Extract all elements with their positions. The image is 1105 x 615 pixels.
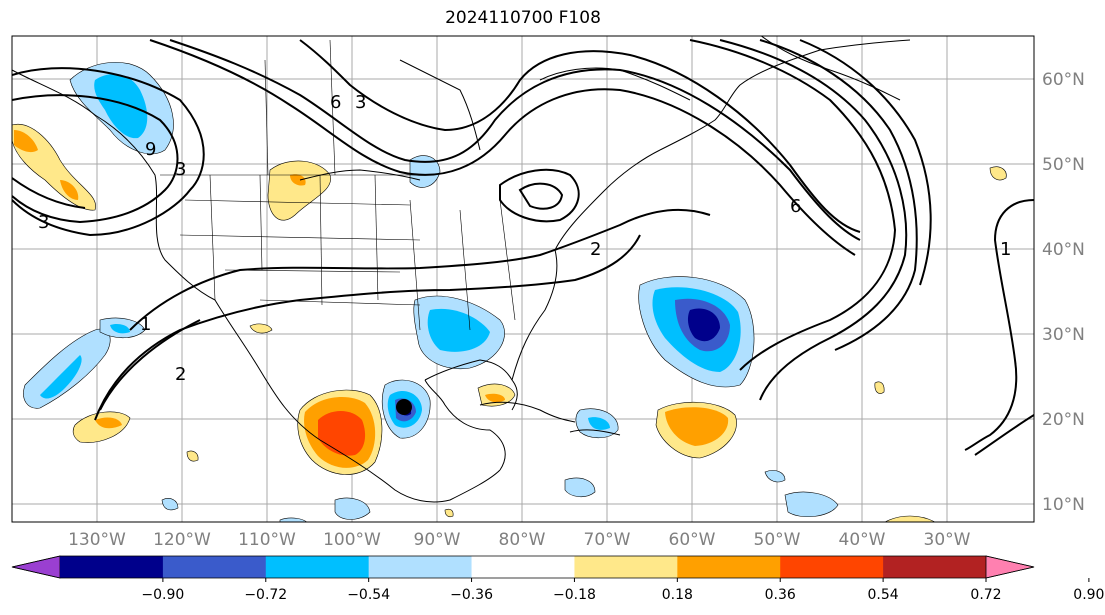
contour-label: 3	[355, 92, 366, 113]
latitude-tick-label: 20°N	[1042, 410, 1085, 430]
colorbar-outline	[11, 555, 1035, 579]
state-borders	[160, 39, 516, 331]
longitude-axis: 130°W 120°W 110°W 100°W 90°W 80°W 70°W 60°W 50°W…	[68, 530, 971, 550]
anomaly-rockies-positive	[267, 160, 331, 221]
colorbar-tick-label: −0.72	[244, 587, 287, 603]
longitude-tick-label: 120°W	[153, 530, 211, 550]
colorbar-tick-label: 0.90	[1073, 587, 1104, 603]
plot-frame	[11, 35, 1035, 523]
anomaly-caribbean-positive	[655, 401, 737, 459]
contour-label: 2	[590, 239, 601, 260]
map-title: 2024110700 F108	[445, 8, 601, 28]
longitude-tick-label: 60°W	[669, 530, 716, 550]
latitude-tick-label: 10°N	[1042, 495, 1085, 515]
colorbar-tick-label: −0.18	[553, 587, 596, 603]
colorbar-segment	[883, 556, 987, 578]
anomaly-atlantic-negative	[638, 276, 755, 388]
contour-labels: 3 9 3 3 6 2 6 1 2 1	[38, 92, 1011, 385]
latitude-tick-label: 50°N	[1042, 155, 1085, 175]
longitude-tick-label: 40°W	[839, 530, 886, 550]
colorbar-segment	[780, 556, 884, 578]
longitude-tick-label: 110°W	[238, 530, 296, 550]
colorbar-tick-label: 0.54	[868, 587, 899, 603]
colorbar-tick-label: −0.90	[141, 587, 184, 603]
latitude-axis: 60°N 50°N 40°N 30°N 20°N 10°N	[1042, 70, 1085, 515]
colorbar-tick-label: 0.18	[662, 587, 693, 603]
colorbar-segment	[471, 556, 575, 578]
contour-label: 6	[790, 196, 801, 217]
colorbar-segment	[677, 556, 781, 578]
colorbar-tick-label: −0.54	[347, 587, 390, 603]
longitude-tick-label: 80°W	[499, 530, 546, 550]
contour-label: 2	[175, 364, 186, 385]
anomaly-mexico-positive	[297, 389, 383, 475]
colorbar-extend-high	[985, 555, 1035, 579]
longitude-tick-label: 70°W	[584, 530, 631, 550]
colorbar-segment	[574, 556, 678, 578]
longitude-tick-label: 130°W	[68, 530, 126, 550]
colorbar-segment	[368, 556, 473, 578]
colorbar-segment	[265, 556, 370, 578]
colorbar-tick-label: −0.36	[450, 587, 493, 603]
contour-label: 1	[140, 314, 151, 335]
colorbar-segment	[60, 556, 164, 578]
latitude-tick-label: 60°N	[1042, 70, 1085, 90]
latitude-tick-label: 40°N	[1042, 240, 1085, 260]
longitude-tick-label: 30°W	[924, 530, 971, 550]
contour-label: 6	[330, 92, 341, 113]
shading-layer	[12, 62, 1007, 522]
longitude-tick-label: 50°W	[754, 530, 801, 550]
colorbar: −0.90 −0.72 −0.54 −0.36 −0.18 0.18 0.36 0.54 0.7…	[11, 555, 1104, 603]
longitude-tick-label: 90°W	[414, 530, 461, 550]
latitude-tick-label: 30°N	[1042, 325, 1085, 345]
anomaly-gulf-negative	[413, 295, 505, 370]
colorbar-extend-low	[11, 555, 61, 579]
storm-center-marker	[396, 399, 412, 415]
contour-label: 3	[175, 159, 186, 180]
contour-label: 9	[145, 139, 156, 160]
longitude-tick-label: 100°W	[323, 530, 381, 550]
contour-label: 3	[38, 212, 49, 233]
contour-label: 1	[1000, 239, 1011, 260]
colorbar-segment	[162, 556, 267, 578]
colorbar-tick-label: 0.72	[970, 587, 1001, 603]
colorbar-tick-label: 0.36	[765, 587, 796, 603]
contour-lines	[12, 39, 1034, 456]
